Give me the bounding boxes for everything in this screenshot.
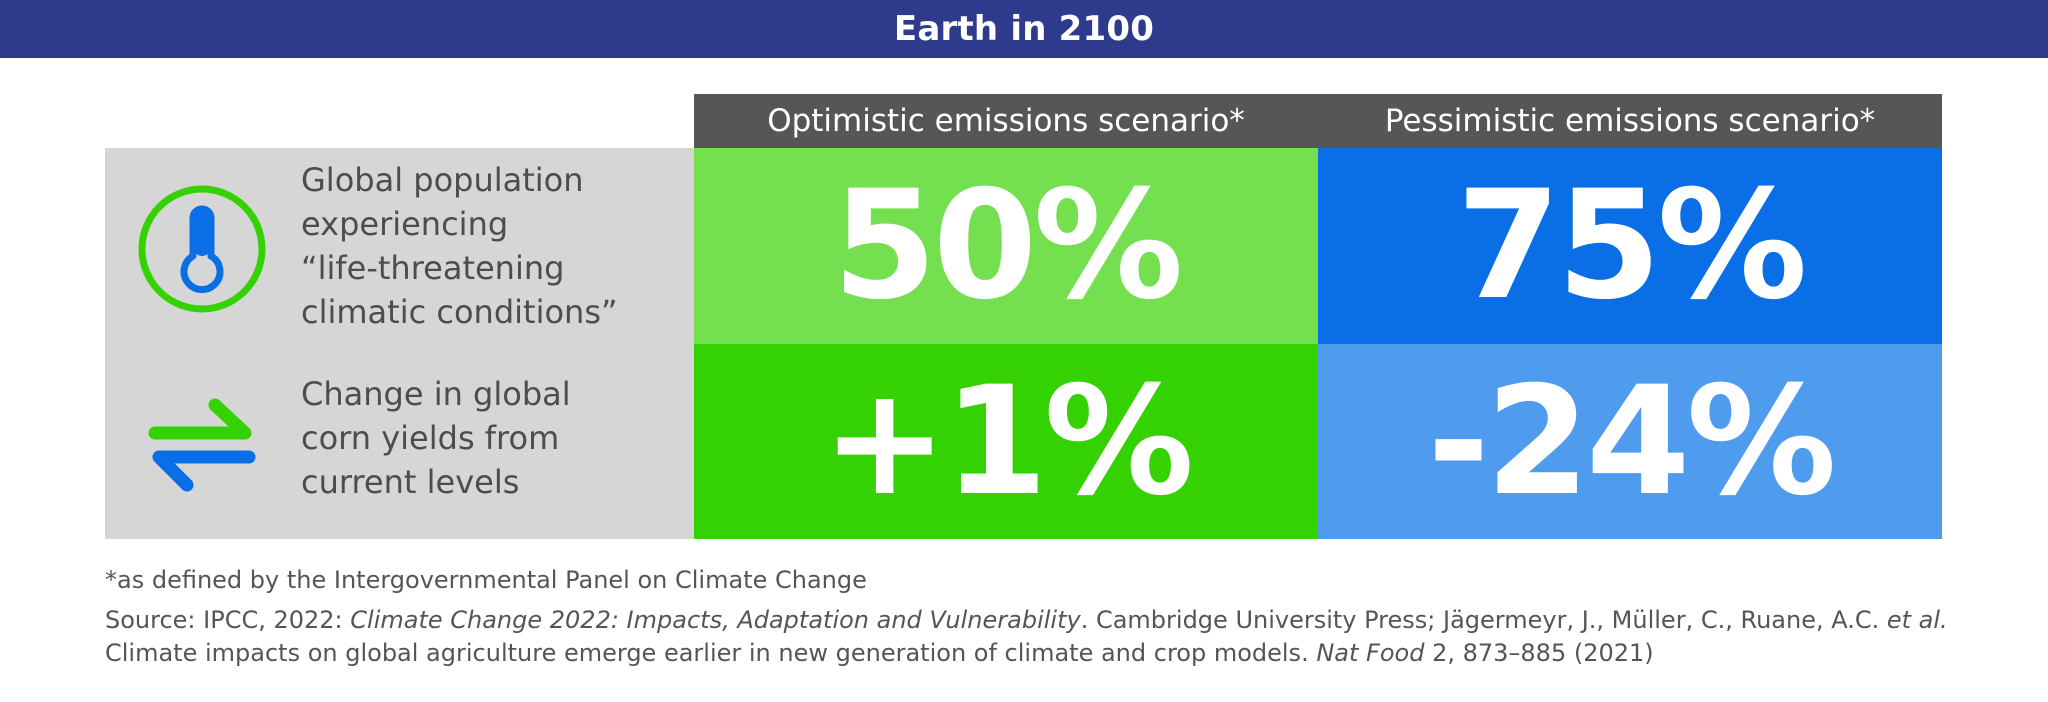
- footnote: *as defined by the Intergovernmental Pan…: [105, 566, 867, 594]
- value-pessimistic-population: 75%: [1318, 148, 1942, 344]
- row-label-line: experiencing: [301, 205, 509, 243]
- source-citation-numbers: 2, 873–885 (2021): [1424, 639, 1654, 667]
- thermometer-icon: [138, 185, 266, 313]
- value-optimistic-population: 50%: [694, 148, 1318, 344]
- source-book-title: Climate Change 2022: Impacts, Adaptation…: [350, 606, 1081, 634]
- row-label-line: Change in global: [301, 375, 571, 413]
- source-journal: Nat Food: [1316, 639, 1425, 667]
- row-label-cell: [105, 344, 694, 539]
- column-header-optimistic: Optimistic emissions scenario*: [694, 94, 1318, 148]
- row-label-population: Global population experiencing “life-thr…: [301, 158, 681, 334]
- value-pessimistic-corn: -24%: [1318, 344, 1942, 539]
- row-label-line: corn yields from: [301, 419, 560, 457]
- row-label-line: current levels: [301, 463, 520, 501]
- row-label-line: Global population: [301, 161, 584, 199]
- page-title: Earth in 2100: [893, 9, 1155, 49]
- source-after-book: . Cambridge University Press; Jägermeyr,…: [1080, 606, 1887, 634]
- source-et-al: et al.: [1886, 606, 1948, 634]
- exchange-arrows-icon: [148, 398, 256, 492]
- row-label-corn-yields: Change in global corn yields from curren…: [301, 372, 681, 504]
- source-citation: Source: IPCC, 2022: Climate Change 2022:…: [105, 604, 1985, 670]
- source-prefix: Source: IPCC, 2022:: [105, 606, 351, 634]
- row-label-line: “life-threatening: [301, 249, 565, 287]
- source-line2: Climate impacts on global agriculture em…: [105, 639, 1317, 667]
- title-bar: Earth in 2100: [0, 0, 2048, 58]
- value-optimistic-corn: +1%: [694, 344, 1318, 539]
- row-label-line: climatic conditions”: [301, 293, 618, 331]
- column-header-pessimistic: Pessimistic emissions scenario*: [1318, 94, 1942, 148]
